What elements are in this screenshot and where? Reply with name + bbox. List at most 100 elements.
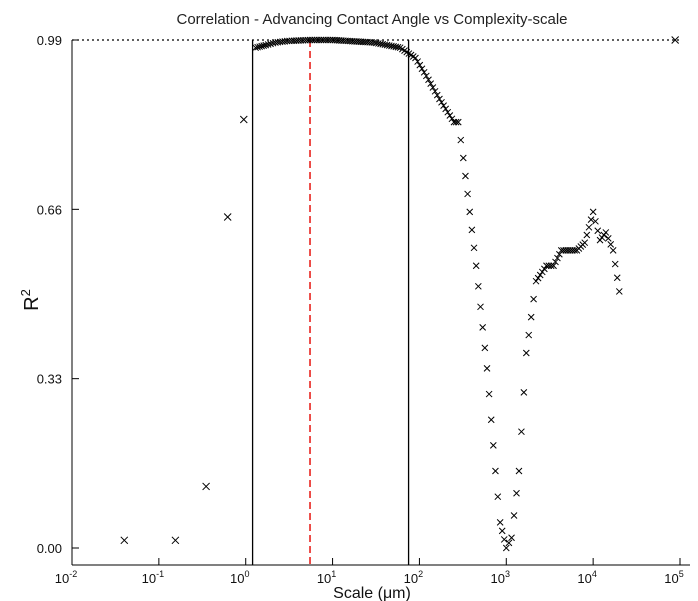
data-point bbox=[671, 36, 680, 44]
x-tick-label: 102 bbox=[404, 569, 423, 586]
data-point bbox=[412, 54, 419, 62]
data-point bbox=[485, 390, 493, 398]
data-point bbox=[466, 208, 474, 216]
x-axis-label: Scale (μm) bbox=[333, 585, 411, 601]
data-point bbox=[436, 95, 443, 103]
data-point bbox=[472, 262, 480, 270]
x-tick-label: 10-2 bbox=[55, 569, 77, 586]
x-tick-label: 10-1 bbox=[142, 569, 164, 586]
data-point bbox=[470, 244, 478, 252]
data-point bbox=[494, 493, 502, 501]
data-point bbox=[474, 282, 482, 290]
data-point bbox=[520, 388, 528, 396]
data-point bbox=[607, 241, 615, 248]
data-point bbox=[171, 536, 180, 545]
y-tick-label: 0.33 bbox=[37, 372, 62, 387]
data-point bbox=[489, 442, 497, 449]
data-point bbox=[543, 262, 550, 270]
data-point bbox=[252, 44, 259, 52]
data-point bbox=[602, 229, 610, 236]
data-point bbox=[468, 226, 476, 234]
data-point bbox=[440, 102, 447, 109]
data-point bbox=[487, 416, 495, 424]
data-point bbox=[496, 518, 504, 526]
data-point bbox=[120, 536, 129, 545]
data-point bbox=[583, 231, 591, 239]
data-point bbox=[508, 534, 515, 542]
data-point bbox=[258, 42, 266, 50]
data-point bbox=[239, 115, 248, 124]
data-point bbox=[479, 323, 487, 331]
data-point bbox=[513, 489, 520, 497]
data-point bbox=[527, 313, 535, 321]
data-point bbox=[264, 41, 272, 48]
y-axis-label-base: R bbox=[21, 296, 43, 310]
data-point bbox=[498, 527, 506, 535]
data-point bbox=[525, 331, 533, 339]
data-point bbox=[589, 208, 597, 216]
data-point bbox=[457, 136, 465, 144]
data-point bbox=[581, 239, 589, 247]
data-point bbox=[416, 61, 424, 69]
data-point bbox=[587, 216, 595, 223]
data-point bbox=[483, 365, 491, 372]
data-point bbox=[534, 274, 542, 282]
data-point bbox=[429, 84, 437, 91]
data-point bbox=[492, 467, 499, 475]
data-point bbox=[510, 512, 518, 519]
data-point bbox=[554, 254, 561, 262]
data-point bbox=[500, 536, 508, 543]
data-point bbox=[431, 87, 439, 95]
data-point bbox=[594, 227, 602, 235]
data-point bbox=[541, 265, 548, 273]
x-tick-label: 101 bbox=[317, 569, 336, 586]
data-point bbox=[418, 65, 426, 73]
y-tick-label: 0.66 bbox=[37, 202, 62, 217]
data-point bbox=[615, 288, 623, 295]
data-point bbox=[433, 91, 441, 99]
data-point bbox=[459, 154, 467, 162]
data-point bbox=[267, 40, 274, 48]
data-point bbox=[420, 68, 428, 76]
data-point bbox=[454, 118, 462, 126]
data-point bbox=[254, 43, 261, 51]
data-point bbox=[552, 258, 559, 266]
chart-title: Correlation - Advancing Contact Angle vs… bbox=[176, 11, 567, 28]
data-point bbox=[545, 262, 553, 270]
data-point bbox=[223, 213, 232, 221]
x-tick-label: 103 bbox=[491, 569, 510, 586]
data-point bbox=[442, 105, 450, 113]
data-point bbox=[571, 247, 579, 254]
data-point bbox=[613, 274, 621, 282]
data-point bbox=[536, 271, 544, 279]
y-tick-label: 0.99 bbox=[37, 33, 62, 48]
x-tick-label: 100 bbox=[230, 569, 249, 586]
x-tick-label: 105 bbox=[664, 569, 683, 586]
data-point bbox=[414, 58, 421, 65]
data-point bbox=[585, 223, 593, 231]
data-point bbox=[427, 80, 435, 87]
data-point bbox=[462, 172, 469, 180]
data-point bbox=[394, 43, 402, 51]
data-point bbox=[518, 428, 525, 436]
data-point bbox=[515, 467, 523, 475]
y-tick-label: 0.00 bbox=[37, 541, 62, 556]
data-point bbox=[611, 260, 619, 268]
data-point bbox=[522, 349, 530, 357]
data-point bbox=[444, 108, 452, 116]
data-point bbox=[609, 247, 617, 254]
data-point bbox=[425, 76, 432, 84]
data-point bbox=[530, 295, 537, 303]
data-point bbox=[550, 262, 557, 270]
data-point bbox=[446, 112, 454, 119]
data-point bbox=[532, 277, 540, 285]
data-point bbox=[452, 118, 460, 126]
data-point bbox=[256, 43, 264, 51]
data-point bbox=[481, 344, 489, 352]
data-point bbox=[422, 72, 430, 80]
data-point bbox=[448, 115, 456, 123]
data-point bbox=[262, 41, 270, 49]
data-point bbox=[477, 303, 484, 311]
data-point bbox=[464, 190, 471, 198]
